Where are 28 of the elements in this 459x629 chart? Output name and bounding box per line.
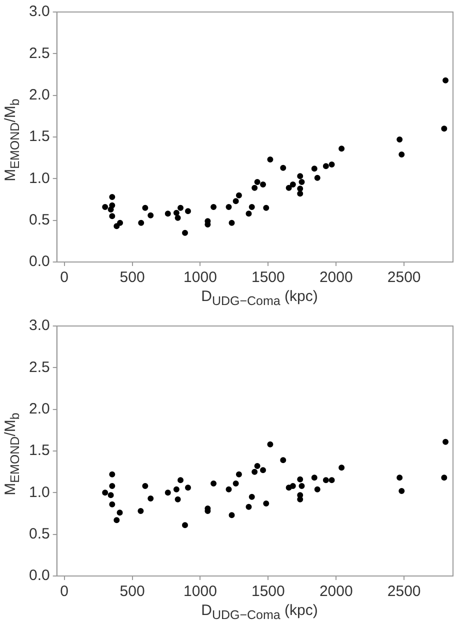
x-tick-label: 2000 xyxy=(319,269,353,286)
y-tick-label: 1.0 xyxy=(28,170,50,187)
x-axis-title: D$_{UDG−Coma}$ (kpc) xyxy=(200,602,319,622)
x-tick-label: 1000 xyxy=(184,583,217,600)
x-tick-label: 500 xyxy=(120,583,145,600)
x-tick-label: 2500 xyxy=(387,269,421,286)
x-tick-label: 0 xyxy=(60,583,68,600)
y-tick-label: 1.0 xyxy=(28,484,50,501)
y-tick-label: 1.5 xyxy=(28,128,50,146)
y-tick-label: 1.5 xyxy=(28,442,50,460)
y-tick-label: 0.0 xyxy=(28,567,50,584)
x-tick-label: 1500 xyxy=(251,583,285,600)
x-tick-label: 0 xyxy=(60,269,68,286)
x-axis-title: D$_{UDG−Coma}$ (kpc) xyxy=(200,288,319,308)
y-tick-label: 2.5 xyxy=(28,358,50,376)
x-tick-label: 500 xyxy=(120,269,145,286)
y-tick-label: 3.0 xyxy=(28,317,50,334)
y-tick-label: 2.5 xyxy=(28,44,50,62)
y-tick-label: 0.0 xyxy=(28,253,50,270)
y-tick-label: 3.0 xyxy=(28,3,50,20)
x-tick-label: 2500 xyxy=(387,583,421,600)
y-tick-label: 0.5 xyxy=(28,525,50,542)
x-tick-label: 2000 xyxy=(319,583,353,600)
y-tick-label: 2.0 xyxy=(28,400,50,418)
x-tick-label: 1000 xyxy=(184,269,217,286)
y-tick-label: 2.0 xyxy=(28,86,50,104)
x-tick-label: 1500 xyxy=(251,269,285,286)
y-tick-label: 0.5 xyxy=(28,211,50,228)
